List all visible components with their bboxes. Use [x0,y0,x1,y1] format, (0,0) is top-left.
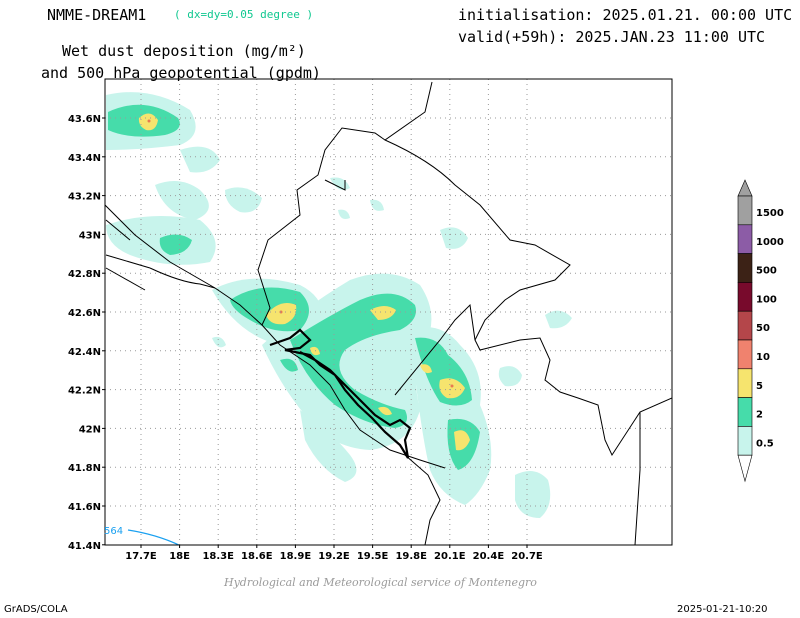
lat-label: 42.6N [68,308,101,319]
lat-label: 43.2N [68,192,101,203]
lat-label: 42.2N [68,386,101,397]
country-borders [105,81,672,545]
legend-swatch [737,310,753,341]
lon-label: 20.4E [473,551,505,562]
legend-swatch [737,253,753,283]
lon-label: 18.6E [241,551,273,562]
legend-label: 10 [756,352,770,363]
lat-label: 43.6N [68,114,101,125]
valid-time: valid(+59h): 2025.JAN.23 11:00 UTC [458,28,766,46]
legend-cap-bottom [737,454,753,483]
legend-label: 1000 [756,237,784,248]
model-name: NMME-DREAM1 [47,6,147,24]
montenegro-coastline [269,328,412,459]
lon-label: 18E [169,551,190,562]
legend-label: 2 [756,410,763,421]
deposition-area-high [138,113,470,451]
lon-label: 19.2E [318,551,350,562]
color-legend: 1500 1000 500 100 50 10 5 2 0.5 [737,179,784,483]
deposition-area-peak [147,119,454,388]
footer-software: GrADS/COLA [4,604,68,615]
contour-label-564: 564 [104,526,123,537]
map-title-line1: Wet dust deposition (mg/m²) [62,42,306,60]
lon-label: 17.7E [125,551,157,562]
geopotential-contour-564 [127,529,181,545]
lat-label: 42N [79,424,101,435]
lon-label: 19.8E [395,551,427,562]
legend-swatch [737,195,753,226]
model-resolution: ( dx=dy=0.05 degree ) [174,8,314,21]
map-title-line2: and 500 hPa geopotential (gpdm) [41,64,321,82]
lon-label: 20.7E [511,551,543,562]
lat-label: 41.4N [68,541,101,552]
initialisation-time: initialisation: 2025.01.21. 00:00 UTC [458,6,793,24]
longitude-labels: 17.7E 18E 18.3E 18.6E 18.9E 19.2E 19.5E 19.8E 20… [125,545,543,562]
lon-label: 19.5E [357,551,389,562]
lat-label: 41.6N [68,502,101,513]
legend-label: 1500 [756,208,784,219]
footer-timestamp: 2025-01-21-10:20 [677,604,768,615]
lat-label: 41.8N [68,463,101,474]
legend-cap-top [737,179,753,197]
legend-swatch [737,282,753,312]
lat-label: 42.4N [68,347,101,358]
lat-label: 43N [79,230,101,241]
legend-swatch [737,224,753,254]
lon-label: 20.1E [434,551,466,562]
legend-label: 5 [756,381,763,392]
legend-swatch [737,339,753,370]
legend-label: 500 [756,266,777,277]
legend-swatch [737,426,753,456]
legend-label: 50 [756,323,770,334]
legend-swatch [737,397,753,427]
lat-label: 43.4N [68,153,101,164]
lon-label: 18.3E [202,551,234,562]
lat-label: 42.8N [68,269,101,280]
legend-label: 0.5 [756,438,774,449]
deposition-area-light [106,92,572,518]
legend-label: 100 [756,294,777,305]
latitude-labels: 43.6N 43.4N 43.2N 43N 42.8N 42.6N 42.4N 42.2N 42… [68,114,105,552]
lon-label: 18.9E [280,551,312,562]
credit-text: Hydrological and Meteorological service … [224,576,537,589]
legend-swatch [737,368,753,398]
